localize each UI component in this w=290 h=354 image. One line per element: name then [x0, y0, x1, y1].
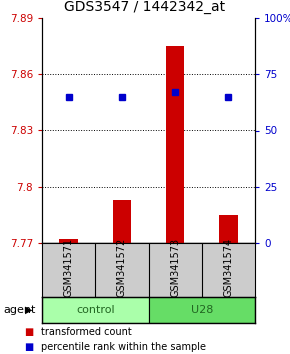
Text: agent: agent — [3, 305, 35, 315]
Text: transformed count: transformed count — [41, 327, 131, 337]
Bar — [219, 215, 238, 243]
Bar — [148, 297, 255, 323]
Text: control: control — [76, 305, 115, 315]
Text: ▶: ▶ — [25, 305, 32, 315]
Text: percentile rank within the sample: percentile rank within the sample — [41, 342, 206, 352]
Bar — [113, 200, 131, 243]
Text: GSM341571: GSM341571 — [64, 238, 74, 297]
Bar — [166, 46, 184, 243]
Text: U28: U28 — [191, 305, 213, 315]
Text: GSM341574: GSM341574 — [223, 238, 233, 297]
Text: ■: ■ — [24, 327, 34, 337]
Bar — [59, 239, 78, 243]
Text: GSM341572: GSM341572 — [117, 238, 127, 297]
Text: ■: ■ — [24, 342, 34, 352]
Text: GDS3547 / 1442342_at: GDS3547 / 1442342_at — [64, 0, 226, 14]
Bar — [42, 297, 148, 323]
Text: GSM341573: GSM341573 — [170, 238, 180, 297]
